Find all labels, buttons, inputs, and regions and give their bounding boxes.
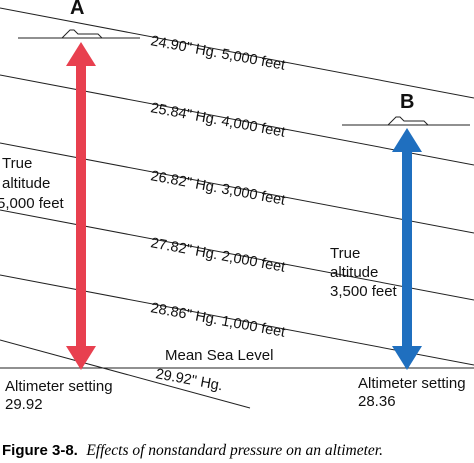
altimeter-setting: Altimeter setting xyxy=(5,378,113,395)
airplane xyxy=(60,29,104,39)
isobar xyxy=(0,7,474,99)
true-altitude: altitude xyxy=(2,175,50,192)
airplane xyxy=(386,116,430,126)
sea-level-label: Mean Sea Level xyxy=(165,347,273,364)
true-altitude: True xyxy=(2,155,32,172)
plane-label: B xyxy=(400,91,414,113)
altitude-arrow xyxy=(392,128,422,370)
isobar xyxy=(0,339,251,409)
caption-text: Effects of nonstandard pressure on an al… xyxy=(85,442,383,459)
pressure-label: 25.84" Hg. 4,000 feet xyxy=(149,100,286,141)
plane-label: A xyxy=(70,0,84,19)
pressure-label: 26.82" Hg. 3,000 feet xyxy=(149,168,286,209)
altitude-arrow xyxy=(66,42,96,370)
pressure-label: 29.92" Hg. xyxy=(154,366,224,394)
true-altitude: 3,500 feet xyxy=(330,283,398,300)
altimeter-setting: Altimeter setting xyxy=(358,375,466,392)
true-altitude: 5,000 feet xyxy=(0,195,65,212)
caption: Figure 3-8. Effects of nonstandard press… xyxy=(2,442,383,459)
true-altitude: altitude xyxy=(330,264,378,281)
pressure-label: 28.86" Hg. 1,000 feet xyxy=(149,300,286,341)
caption-number: Figure 3-8. xyxy=(2,442,78,459)
pressure-label: 24.90" Hg. 5,000 feet xyxy=(149,33,286,74)
true-altitude: True xyxy=(330,245,360,262)
pressure-label: 27.82" Hg. 2,000 feet xyxy=(149,235,286,276)
altimeter-setting: 28.36 xyxy=(358,393,396,410)
altimeter-setting: 29.92 xyxy=(5,396,43,413)
